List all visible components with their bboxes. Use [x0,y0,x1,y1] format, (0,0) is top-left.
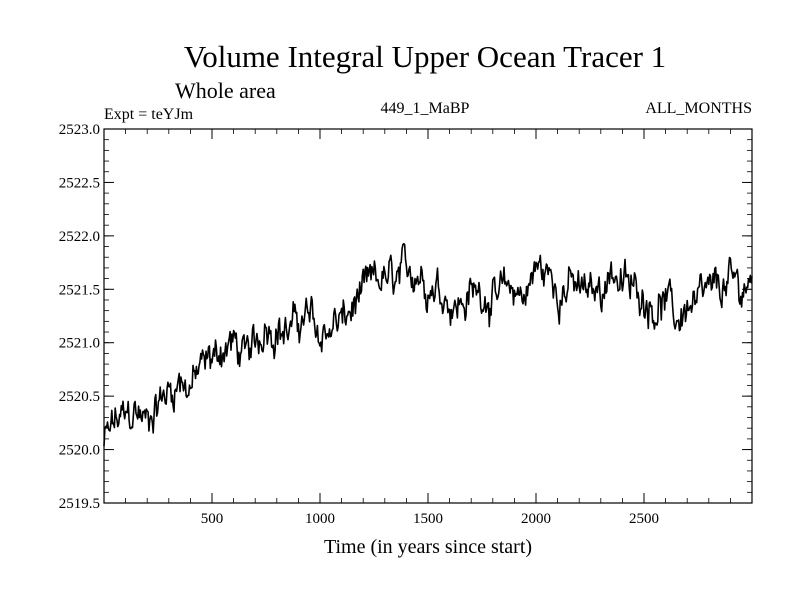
x-axis-label: Time (in years since start) [324,536,532,558]
plot-frame [103,128,753,504]
series-layer [103,242,753,447]
y-tick-label: 2522.0 [59,229,100,245]
run-label: 449_1_MaBP [381,100,470,117]
experiment-label: Expt = teYJm [104,106,194,123]
chart-title: Volume Integral Upper Ocean Tracer 1 [184,39,666,74]
y-axis: 2519.5 2520.0 2520.5 2521.0 2521.5 2522.0 2522… [59,122,752,512]
y-tick-label: 2521.0 [59,336,100,352]
y-tick-label: 2523.0 [59,122,100,138]
y-tick-label: 2520.5 [59,389,100,405]
y-tick-label: 2519.5 [59,496,100,512]
y-tick-label: 2522.5 [59,175,100,191]
x-axis: 500 1000 1500 2000 2500 [125,129,731,527]
chart-subtitle: Whole area [175,78,276,103]
x-tick-label: 1000 [305,511,335,527]
x-tick-label: 2000 [521,511,551,527]
y-tick-label: 2520.0 [59,443,100,459]
y-tick-label: 2521.5 [59,282,100,298]
x-tick-label: 500 [201,511,224,527]
x-tick-label: 1500 [413,511,443,527]
x-tick-label: 2500 [629,511,659,527]
series-line [103,242,753,447]
months-label: ALL_MONTHS [645,100,752,117]
